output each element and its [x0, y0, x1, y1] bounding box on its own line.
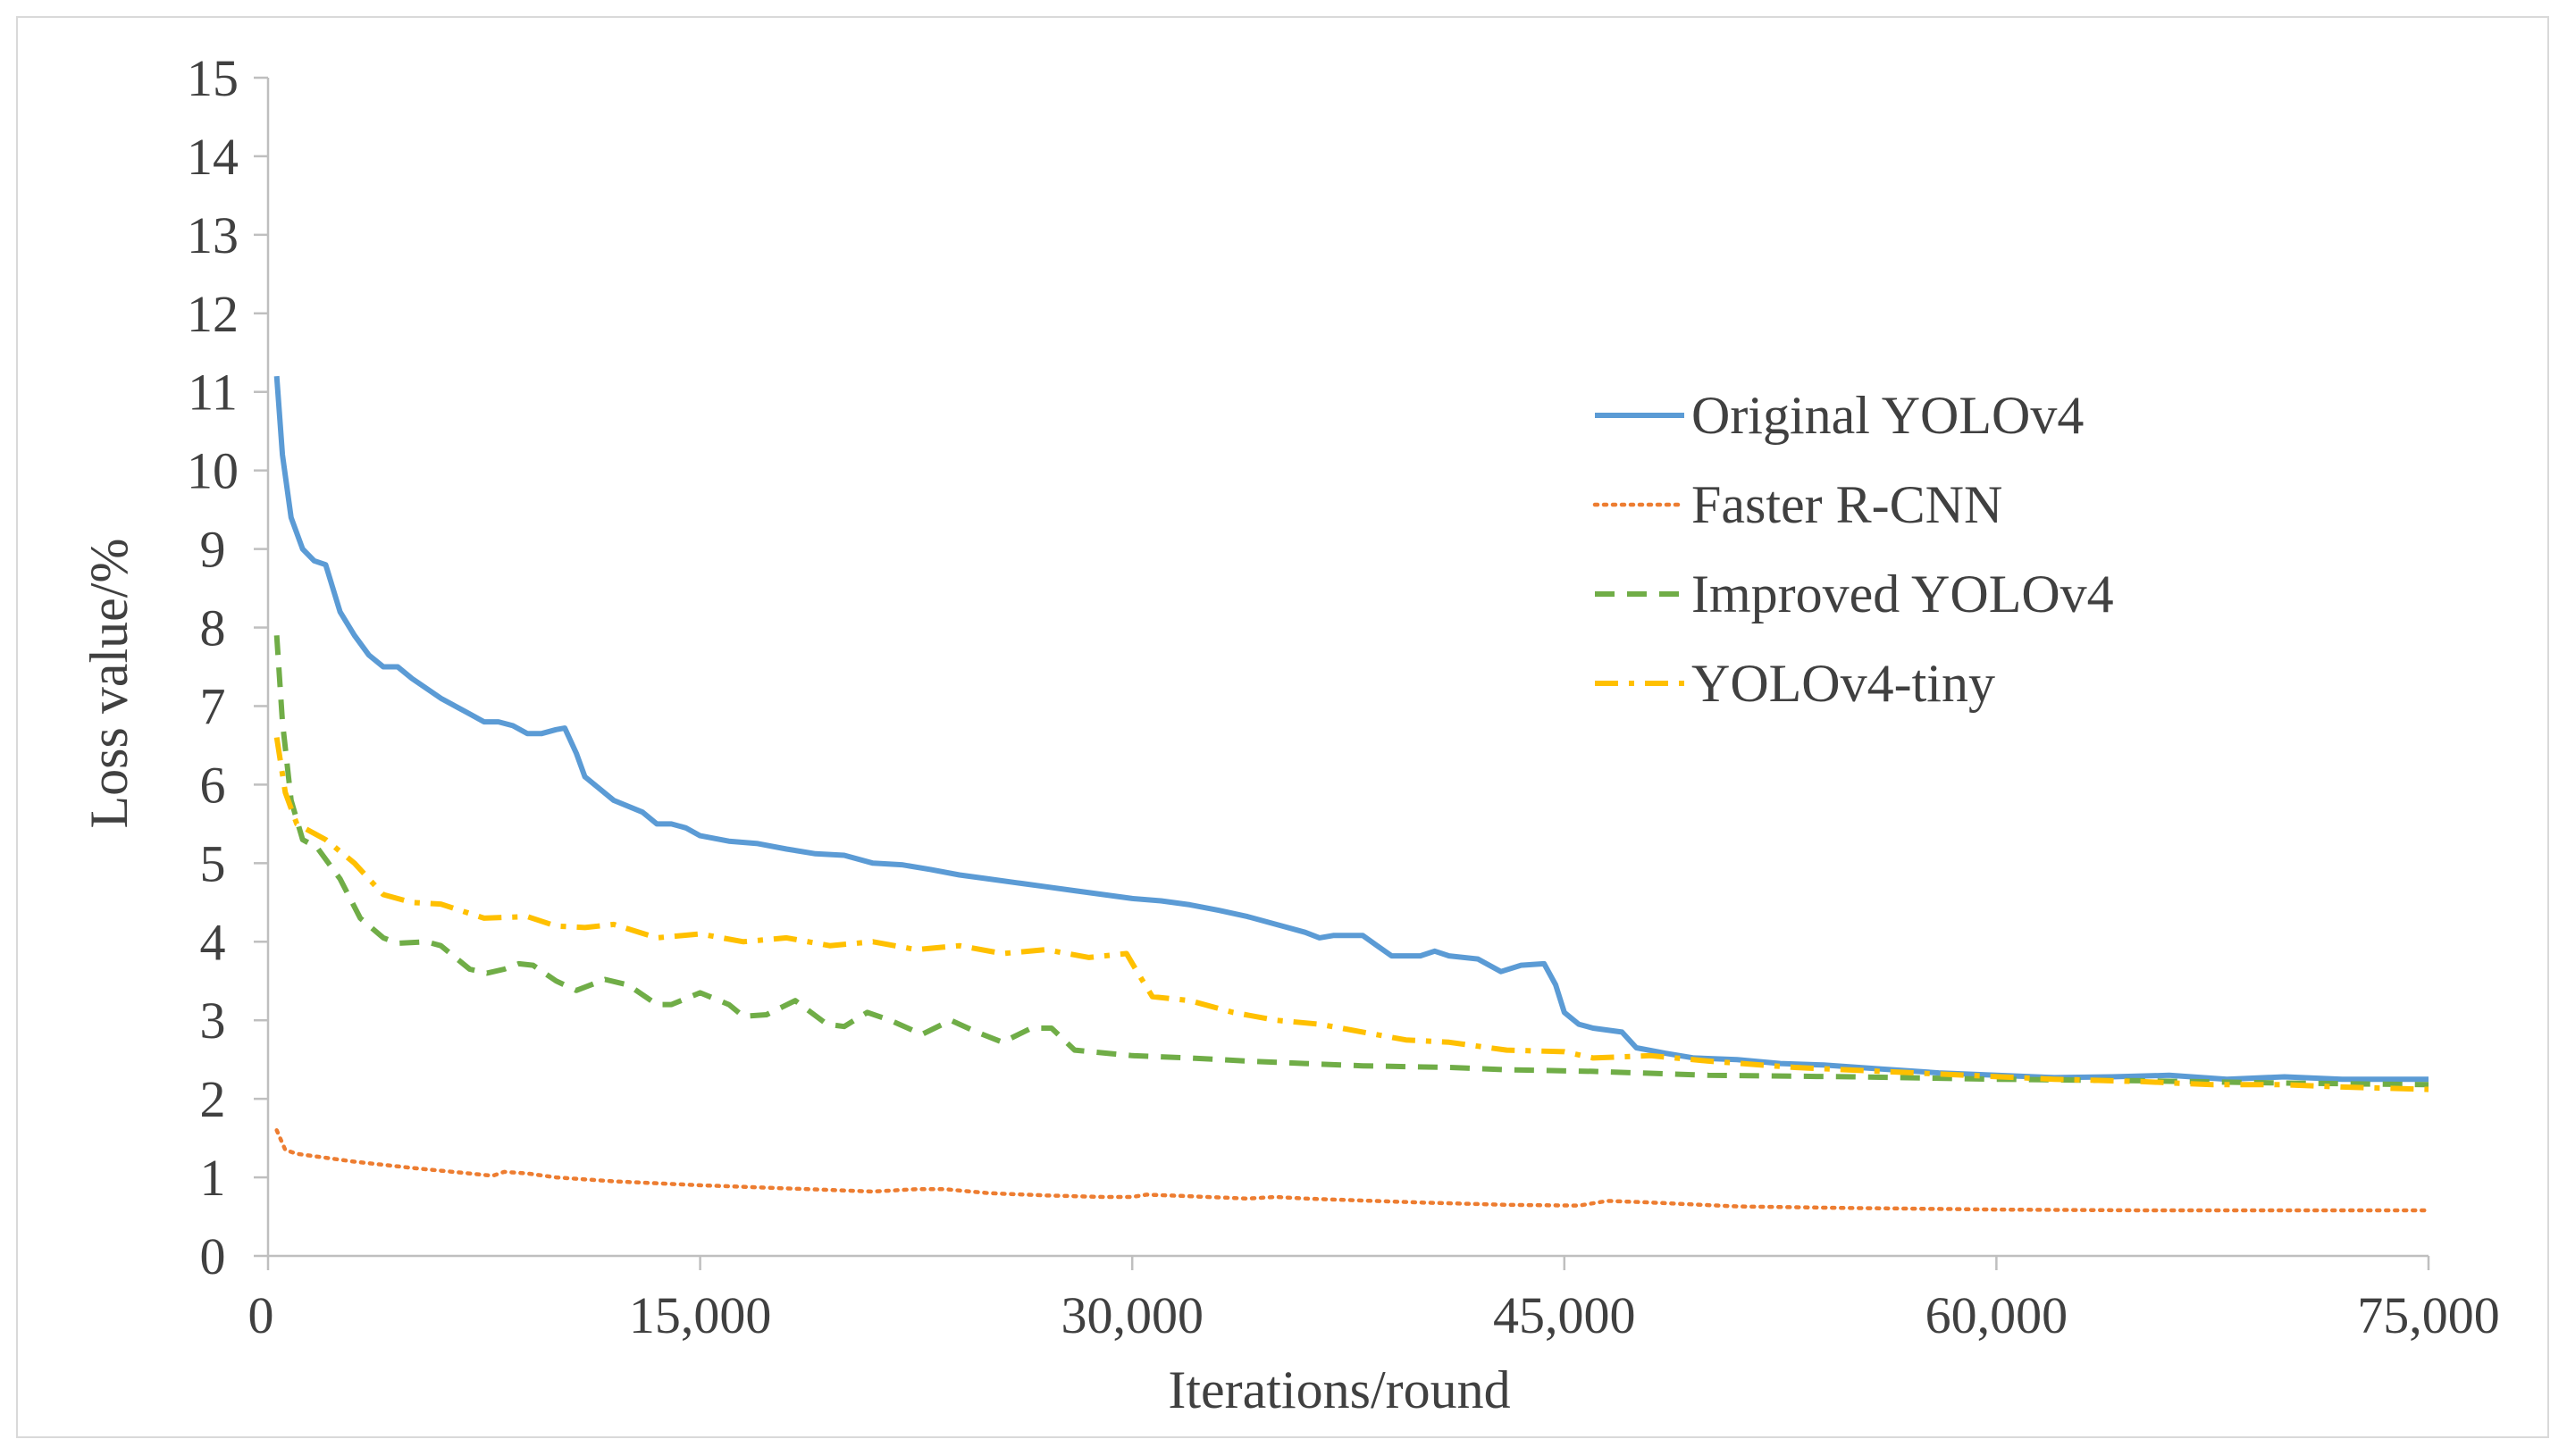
y-tick-label: 7 — [200, 677, 226, 735]
x-tick-label: 15,000 — [629, 1286, 772, 1344]
y-tick-label: 2 — [200, 1070, 226, 1128]
series-line-yolov4-tiny — [273, 737, 2429, 1092]
x-axis-title: Iterations/round — [1168, 1360, 1510, 1419]
legend-label-improved-yolov4: Improved YOLOv4 — [1691, 565, 2114, 623]
y-tick-label: 14 — [187, 128, 239, 186]
legend-label-yolov4-tiny: YOLOv4-tiny — [1691, 654, 1995, 713]
y-tick-label: 3 — [200, 992, 226, 1050]
x-tick-label: 45,000 — [1493, 1286, 1636, 1344]
series-line-original-yolov4 — [273, 375, 2429, 1083]
y-tick-label: 8 — [200, 599, 226, 657]
y-tick-label: 0 — [200, 1227, 226, 1285]
y-tick-label: 12 — [187, 285, 239, 343]
y-tick-label: 15 — [187, 49, 239, 107]
series-line-improved-yolov4 — [273, 635, 2429, 1088]
x-tick-label: 75,000 — [2357, 1286, 2500, 1344]
chart-frame — [16, 16, 2549, 1438]
legend: Original YOLOv4 Faster R-CNN Improved YOLO… — [1592, 386, 2114, 713]
legend-label-original-yolov4: Original YOLOv4 — [1691, 386, 2084, 445]
x-tick-label: 30,000 — [1061, 1286, 1204, 1344]
series-line-faster-r-cnn — [274, 1128, 2431, 1213]
axes — [254, 76, 2430, 1270]
y-tick-label: 11 — [188, 364, 238, 422]
y-tick-label: 10 — [187, 442, 239, 500]
series-lines — [273, 375, 2431, 1213]
y-tick-label: 9 — [200, 521, 226, 579]
y-tick-label: 4 — [200, 913, 226, 971]
y-tick-label: 1 — [200, 1149, 226, 1207]
y-tick-label: 13 — [187, 206, 239, 264]
y-axis-title: Loss value/% — [80, 539, 138, 829]
y-tick-label: 5 — [200, 834, 226, 892]
x-tick-label: 60,000 — [1925, 1286, 2068, 1344]
y-tick-label: 6 — [200, 756, 226, 814]
x-tick-label: 0 — [248, 1286, 274, 1344]
legend-label-faster-r-cnn: Faster R-CNN — [1691, 475, 2002, 534]
